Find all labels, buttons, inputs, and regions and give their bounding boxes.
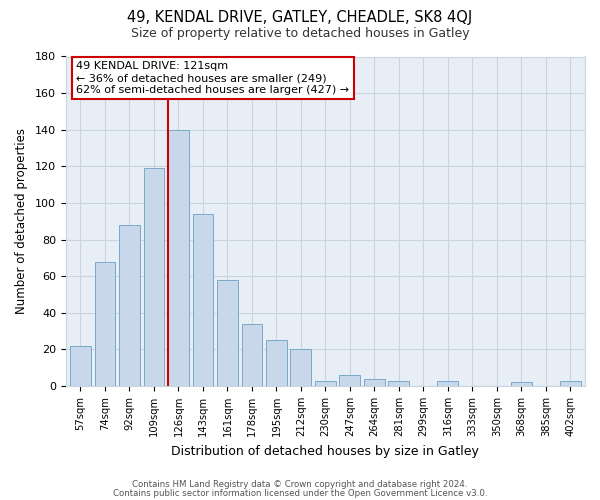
Bar — [315, 380, 336, 386]
Text: 49, KENDAL DRIVE, GATLEY, CHEADLE, SK8 4QJ: 49, KENDAL DRIVE, GATLEY, CHEADLE, SK8 4… — [127, 10, 473, 25]
X-axis label: Distribution of detached houses by size in Gatley: Distribution of detached houses by size … — [172, 444, 479, 458]
Bar — [266, 340, 287, 386]
Bar — [511, 382, 532, 386]
Bar — [364, 378, 385, 386]
Bar — [388, 380, 409, 386]
Text: Contains HM Land Registry data © Crown copyright and database right 2024.: Contains HM Land Registry data © Crown c… — [132, 480, 468, 489]
Text: Size of property relative to detached houses in Gatley: Size of property relative to detached ho… — [131, 28, 469, 40]
Bar — [437, 380, 458, 386]
Bar — [340, 375, 360, 386]
Bar — [560, 380, 581, 386]
Bar — [242, 324, 262, 386]
Text: Contains public sector information licensed under the Open Government Licence v3: Contains public sector information licen… — [113, 489, 487, 498]
Text: 49 KENDAL DRIVE: 121sqm
← 36% of detached houses are smaller (249)
62% of semi-d: 49 KENDAL DRIVE: 121sqm ← 36% of detache… — [76, 62, 349, 94]
Bar — [217, 280, 238, 386]
Bar — [95, 262, 115, 386]
Y-axis label: Number of detached properties: Number of detached properties — [15, 128, 28, 314]
Bar — [70, 346, 91, 386]
Bar — [168, 130, 189, 386]
Bar — [143, 168, 164, 386]
Bar — [193, 214, 214, 386]
Bar — [119, 225, 140, 386]
Bar — [290, 350, 311, 386]
